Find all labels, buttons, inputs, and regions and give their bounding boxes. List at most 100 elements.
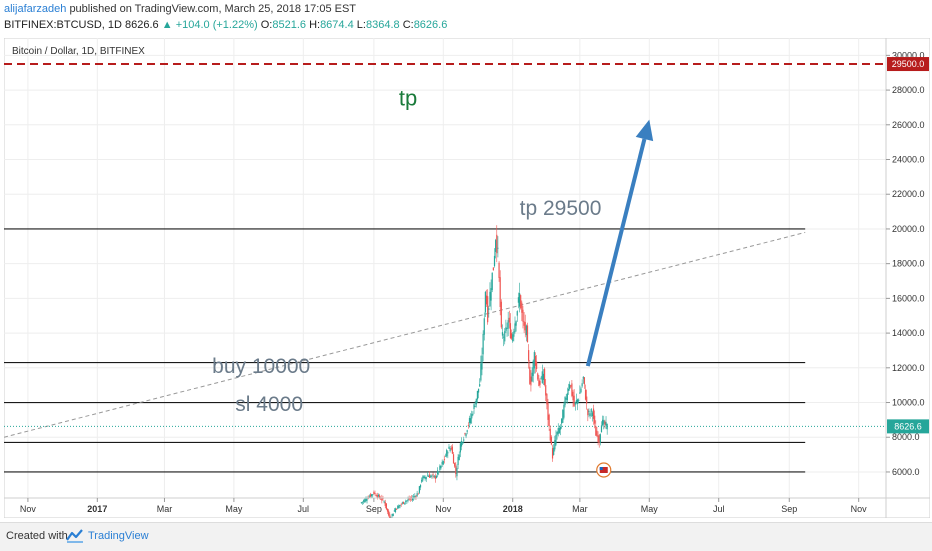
candle-body <box>499 277 501 307</box>
candle-body <box>454 462 456 467</box>
candle-body <box>530 376 532 386</box>
chart-title: Bitcoin / Dollar, 1D, BITFINEX <box>12 46 145 57</box>
candle-body <box>583 377 586 385</box>
annotation-text: tp 29500 <box>520 197 602 220</box>
candle-body <box>558 428 560 433</box>
publish-info: published on TradingView.com, March 25, … <box>69 3 357 15</box>
candle-body <box>534 356 537 366</box>
candle-body <box>444 455 447 457</box>
candle-body <box>399 505 401 507</box>
candle-body <box>462 442 464 444</box>
level-lines <box>3 63 886 473</box>
footer: Created with TradingView <box>0 522 932 551</box>
price-chart[interactable]: tp tp 29500 buy 10000 sl 4000 6000.0 8000.0 1… <box>3 37 931 522</box>
annotation-text: tp <box>399 86 417 111</box>
candle-body <box>509 323 512 339</box>
candle-body <box>439 465 441 470</box>
candle-body <box>377 494 380 497</box>
candle-body <box>597 435 599 442</box>
candle-body <box>588 410 590 413</box>
candle-body <box>464 433 466 435</box>
x-tick-label: Sep <box>781 504 797 514</box>
candle-body <box>375 494 377 497</box>
candle-body <box>553 447 555 455</box>
candle-body <box>557 428 559 435</box>
candle-body <box>501 332 504 336</box>
candle-body <box>422 476 424 481</box>
candle-body <box>545 385 547 396</box>
tp-price-badge <box>887 57 929 72</box>
candle-body <box>419 484 422 488</box>
candle-body <box>424 476 426 479</box>
candle-body <box>373 492 375 494</box>
candle-body <box>459 443 461 453</box>
x-tick-label: 2018 <box>503 504 523 514</box>
symbol-line: BITFINEX:BTCUSD, 1D 8626.6 ▲ +104.0 (+1.… <box>4 19 447 31</box>
price-axis[interactable]: 6000.0 8000.0 10000.0 12000.0 14000.0 16000.0… <box>885 38 929 518</box>
time-axis[interactable]: Nov 2017 Mar May Jul Sep Nov 2018 Mar May Jul Sep No… <box>4 497 930 514</box>
candle-body <box>457 456 459 465</box>
candle-body <box>485 295 488 305</box>
candle-body <box>525 325 527 336</box>
publish-line: alijafarzadeh published on TradingView.c… <box>4 3 356 15</box>
candle-body <box>537 373 539 380</box>
candle-body <box>434 475 436 479</box>
candle-body <box>514 323 516 332</box>
candle-body <box>555 435 557 445</box>
candle-body <box>569 384 571 389</box>
x-tick-label: May <box>641 504 659 514</box>
candle-body <box>421 479 423 482</box>
candle-body <box>472 413 474 415</box>
candle-body <box>543 368 546 385</box>
candle-body <box>401 502 403 504</box>
candle-body <box>587 409 589 416</box>
candle-body <box>393 510 395 512</box>
candle-body <box>604 421 606 425</box>
candle-body <box>402 501 405 504</box>
candle-body <box>380 498 382 500</box>
candle-body <box>392 513 394 517</box>
candle-body <box>589 413 591 417</box>
last-price-badge <box>887 419 929 434</box>
candle-body <box>524 322 526 331</box>
candle-body <box>510 333 513 339</box>
candle-body <box>528 350 530 361</box>
candle-body <box>532 360 534 376</box>
low-label: L: <box>356 19 366 31</box>
candle-body <box>426 475 428 477</box>
candle-body <box>541 371 543 384</box>
candle-body <box>505 327 507 331</box>
close-label: C: <box>402 19 414 31</box>
candle-body <box>599 434 601 443</box>
candle-body <box>567 388 570 391</box>
candle-body <box>466 430 468 432</box>
candle-body <box>539 380 541 385</box>
x-tick-label: Sep <box>366 504 382 514</box>
price-change: +104.0 (+1.22%) <box>175 19 258 31</box>
candle-body <box>554 440 556 450</box>
candle-body <box>487 296 489 323</box>
chart-area[interactable]: tp tp 29500 buy 10000 sl 4000 6000.0 8000.0 1… <box>3 37 931 522</box>
candle-body <box>493 255 496 267</box>
candle-body <box>408 498 410 500</box>
candle-body <box>547 403 549 420</box>
candle-body <box>515 321 517 326</box>
candle-body <box>474 405 476 407</box>
candle-body <box>367 498 369 500</box>
low-value: 8364.8 <box>365 19 400 31</box>
candle-body <box>549 428 551 441</box>
candle-body <box>391 514 393 516</box>
tradingview-brand-link[interactable]: TradingView <box>88 530 149 542</box>
author-link[interactable]: alijafarzadeh <box>4 3 67 15</box>
y-tick-label: 30000.0 <box>892 50 925 60</box>
candle-body <box>400 504 402 505</box>
y-tick-label: 22000.0 <box>892 189 925 199</box>
candle-body <box>475 398 477 405</box>
candle-body <box>368 496 370 498</box>
y-tick-label: 8000.0 <box>892 432 920 442</box>
candle-body <box>407 499 409 501</box>
candle-body <box>397 505 399 509</box>
candle-body <box>378 495 381 498</box>
chart-frame <box>3 37 931 519</box>
candle-body <box>458 454 460 461</box>
